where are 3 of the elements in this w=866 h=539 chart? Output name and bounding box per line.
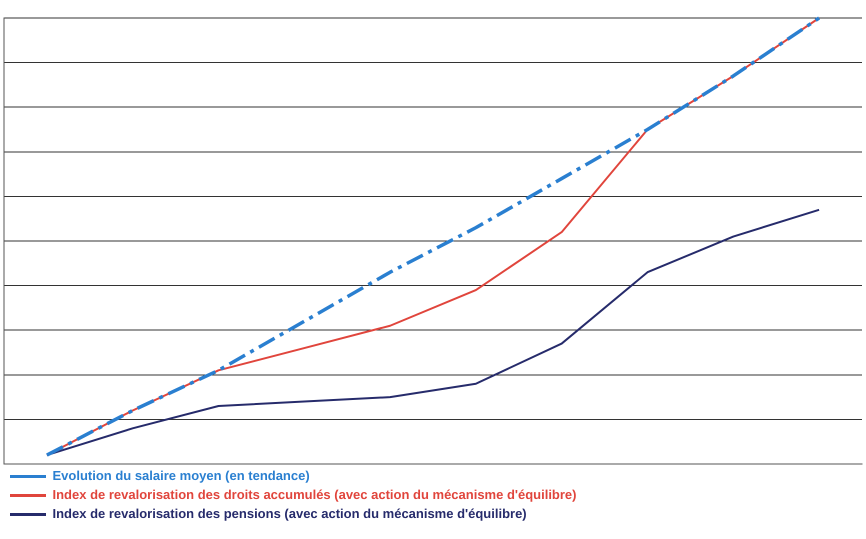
- legend-label: Index de revalorisation des droits accumulés (avec action du mécanisme d'équilibre): [52, 487, 576, 502]
- legend-label: Index de revalorisation des pensions (avec action du mécanisme d'équilibre): [52, 506, 527, 522]
- legend-label: Evolution du salaire moyen (en tendance): [52, 468, 310, 484]
